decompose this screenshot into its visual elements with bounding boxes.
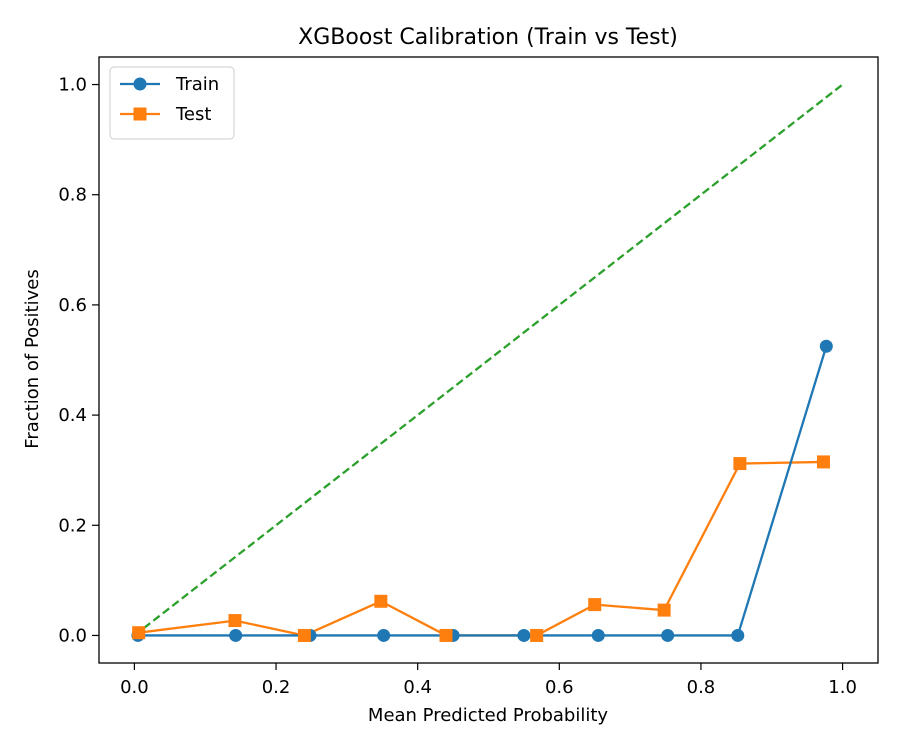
data-point-train xyxy=(591,628,605,642)
x-tick-label: 0.8 xyxy=(687,677,716,698)
plot-area: 0.0 0.2 0.4 0.6 0.8 1.0 0.0 0.2 0.4 0.6 0.8 1.0 xyxy=(58,56,879,698)
y-tick-label: 0.2 xyxy=(58,515,87,536)
x-tick-label: 0.0 xyxy=(120,677,149,698)
y-axis-label: Fraction of Positives xyxy=(22,269,43,448)
data-point-test xyxy=(816,455,830,469)
legend-marker-test xyxy=(133,107,147,121)
y-tick-label: 0.8 xyxy=(58,185,87,206)
y-tick-label: 0.4 xyxy=(58,405,87,426)
legend-label-test: Test xyxy=(175,104,211,125)
data-point-test xyxy=(657,603,671,617)
chart-title: XGBoost Calibration (Train vs Test) xyxy=(298,25,678,50)
data-point-train xyxy=(819,339,833,353)
legend-label-train: Train xyxy=(175,74,219,95)
data-point-test xyxy=(374,594,388,608)
data-point-test xyxy=(588,598,602,612)
y-tick-label: 1.0 xyxy=(58,75,87,96)
data-point-train xyxy=(517,628,531,642)
data-point-train xyxy=(377,628,391,642)
diagonal-reference-line xyxy=(133,83,844,637)
x-tick-label: 0.4 xyxy=(403,677,432,698)
y-tick-label: 0.6 xyxy=(58,295,87,316)
data-point-train xyxy=(731,628,745,642)
data-point-test xyxy=(733,457,747,471)
data-point-train xyxy=(229,628,243,642)
x-tick-label: 1.0 xyxy=(828,677,857,698)
data-point-train xyxy=(661,628,675,642)
data-point-test xyxy=(530,628,544,642)
x-tick-label: 0.2 xyxy=(262,677,291,698)
data-point-test xyxy=(297,628,311,642)
y-tick-label: 0.0 xyxy=(58,625,87,646)
legend-marker-train xyxy=(133,77,147,91)
data-point-test xyxy=(228,614,242,628)
x-tick-label: 0.6 xyxy=(545,677,574,698)
x-axis-label: Mean Predicted Probability xyxy=(368,705,608,726)
series-line-train xyxy=(137,345,828,637)
data-point-test xyxy=(439,628,453,642)
data-point-test xyxy=(132,626,146,640)
axes-frame xyxy=(98,56,879,664)
legend: Train Test xyxy=(109,66,235,140)
